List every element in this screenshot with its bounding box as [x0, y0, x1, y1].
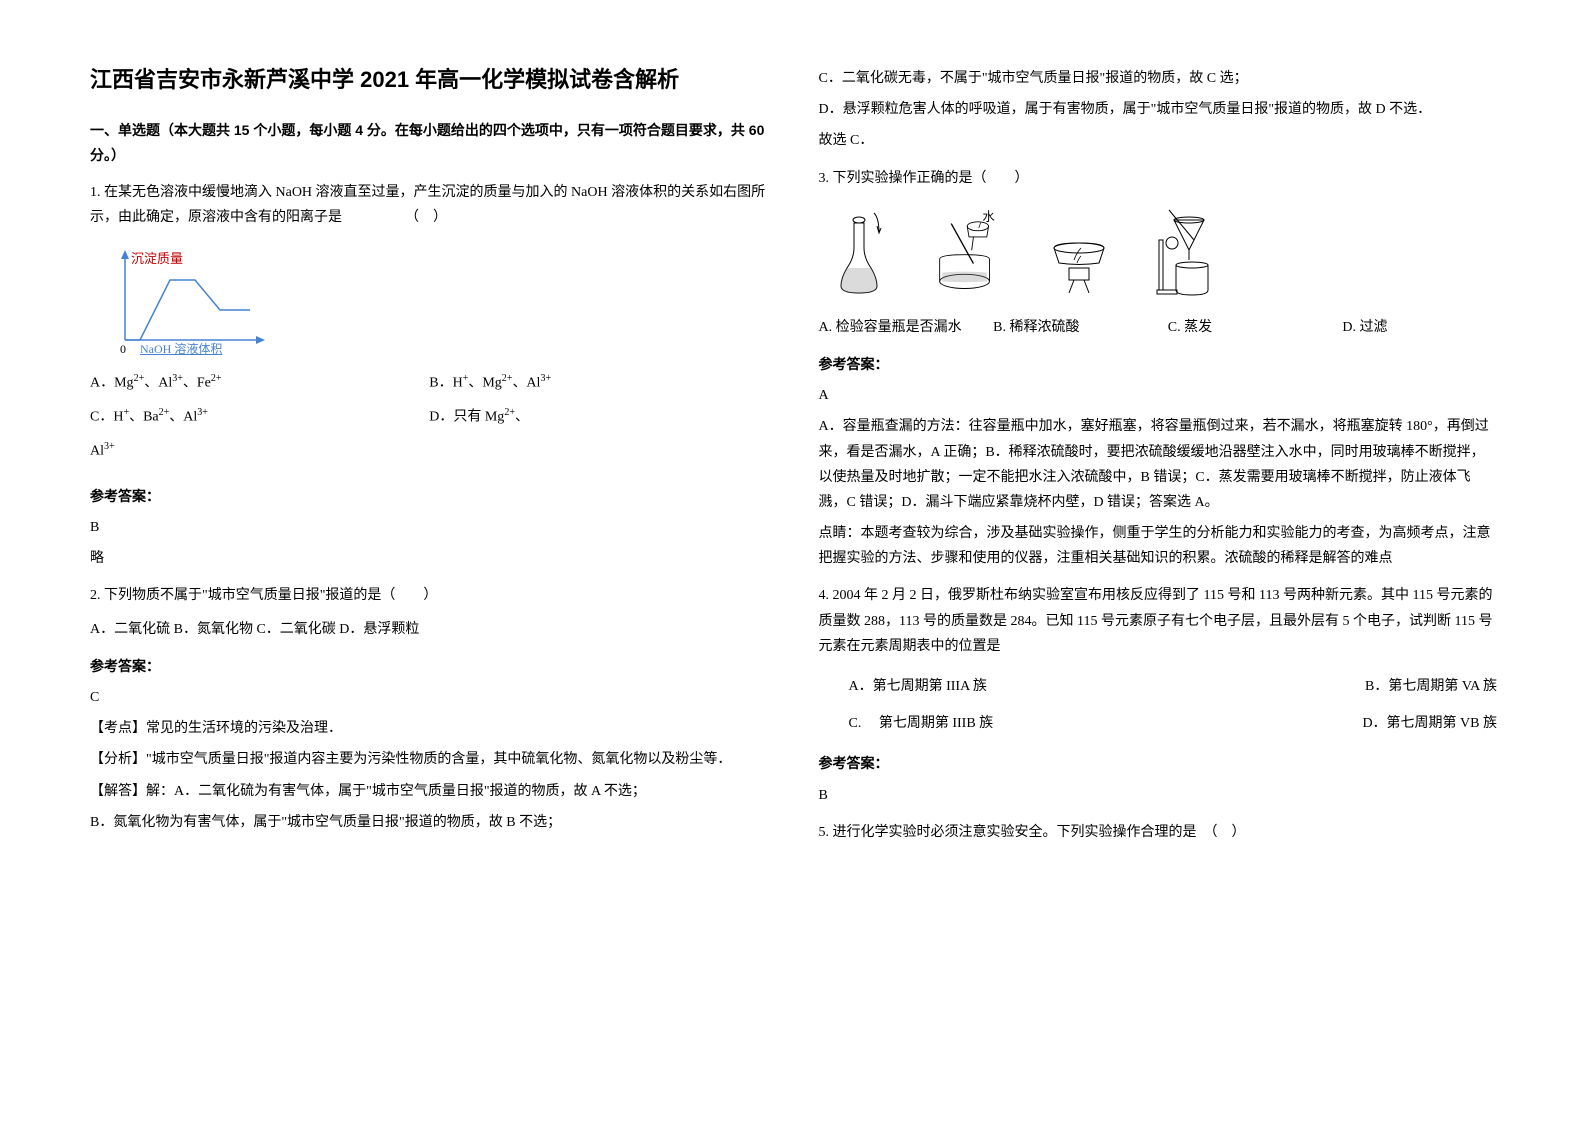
q1-graph: 0 沉淀质量 NaOH 溶液体积 [110, 245, 270, 355]
q2-answer: C [90, 685, 769, 710]
svg-text:0: 0 [120, 342, 126, 355]
q4-text: 4. 2004 年 2 月 2 日，俄罗斯杜布纳实验室宣布用核反应得到了 115… [819, 583, 1498, 659]
q2-options: A．二氧化硫 B．氮氧化物 C．二氧化碳 D．悬浮颗粒 [90, 617, 769, 642]
q1-text: 1. 在某无色溶液中缓慢地滴入 NaOH 溶液直至过量，产生沉淀的质量与加入的 … [90, 180, 769, 230]
exp-img-b: 水 [929, 203, 1009, 303]
q1-graph-container: 0 沉淀质量 NaOH 溶液体积 [110, 245, 769, 355]
q3-opt-c: C. 蒸发 [1168, 315, 1323, 340]
q5-text: 5. 进行化学实验时必须注意实验安全。下列实验操作合理的是 （ ） [819, 820, 1498, 845]
q2-jieda2: B．氮氧化物为有害气体，属于"城市空气质量日报"报道的物质，故 B 不选； [90, 810, 769, 835]
q2-jieda1: 【解答】解：A．二氧化硫为有害气体，属于"城市空气质量日报"报道的物质，故 A … [90, 779, 769, 804]
exp-img-a [819, 203, 899, 303]
q3-expl1: A．容量瓶查漏的方法：往容量瓶中加水，塞好瓶塞，将容量瓶倒过来，若不漏水，将瓶塞… [819, 414, 1498, 515]
q4-answer: B [819, 783, 1498, 808]
y-axis-label: 沉淀质量 [131, 251, 183, 266]
q3-answer: A [819, 383, 1498, 408]
q2-jieda4: D．悬浮颗粒危害人体的呼吸道，属于有害物质，属于"城市空气质量日报"报道的物质，… [819, 97, 1498, 122]
q1-option-b: B．H+、Mg2+、Al3+ [429, 370, 768, 396]
q2-text: 2. 下列物质不属于"城市空气质量日报"报道的是（ ） [90, 583, 769, 608]
q1-answer-label: 参考答案： [90, 484, 769, 509]
right-column: C．二氧化碳无毒，不属于"城市空气质量日报"报道的物质，故 C 选； D．悬浮颗… [819, 60, 1498, 1062]
exp-img-d [1149, 203, 1229, 303]
question-4: 4. 2004 年 2 月 2 日，俄罗斯杜布纳实验室宣布用核反应得到了 115… [819, 583, 1498, 807]
q1-answer: B [90, 515, 769, 540]
q1-brief: 略 [90, 546, 769, 571]
q3-opt-a: A. 检验容量瓶是否漏水 [819, 315, 974, 340]
question-5: 5. 进行化学实验时必须注意实验安全。下列实验操作合理的是 （ ） [819, 820, 1498, 845]
q1-option-c: C．H+、Ba2+、Al3+ [90, 404, 429, 430]
q1-option-d2: Al3+ [90, 438, 769, 464]
question-1: 1. 在某无色溶液中缓慢地滴入 NaOH 溶液直至过量，产生沉淀的质量与加入的 … [90, 180, 769, 571]
q3-opt-b: B. 稀释浓硫酸 [993, 315, 1148, 340]
q4-options: A．第七周期第 IIIA 族 B．第七周期第 VA 族 C. 第七周期第 III… [849, 674, 1498, 736]
q3-expl2: 点睛：本题考查较为综合，涉及基础实验操作，侧重于学生的分析能力和实验能力的考查，… [819, 521, 1498, 571]
q3-text: 3. 下列实验操作正确的是（ ） [819, 166, 1498, 191]
q2-jieda5: 故选 C． [819, 128, 1498, 153]
q4-opt-b: B．第七周期第 VA 族 [1173, 674, 1497, 699]
q2-answer-label: 参考答案： [90, 654, 769, 679]
q4-opt-a: A．第七周期第 IIIA 族 [849, 674, 1173, 699]
section-1-header: 一、单选题（本大题共 15 个小题，每小题 4 分。在每小题给出的四个选项中，只… [90, 118, 769, 168]
q4-opt-c: C. 第七周期第 IIIB 族 [849, 711, 1173, 736]
q3-answer-label: 参考答案： [819, 352, 1498, 377]
q4-answer-label: 参考答案： [819, 751, 1498, 776]
q2-jieda3: C．二氧化碳无毒，不属于"城市空气质量日报"报道的物质，故 C 选； [819, 66, 1498, 91]
q1-option-d: D．只有 Mg2+、 [429, 404, 768, 430]
q1-option-a: A．Mg2+、Al3+、Fe2+ [90, 370, 429, 396]
question-2: 2. 下列物质不属于"城市空气质量日报"报道的是（ ） A．二氧化硫 B．氮氧化… [90, 583, 769, 835]
q3-options: A. 检验容量瓶是否漏水 B. 稀释浓硫酸 C. 蒸发 D. 过滤 [819, 315, 1498, 340]
precipitate-graph: 0 沉淀质量 NaOH 溶液体积 [110, 245, 270, 355]
exp-img-c [1039, 203, 1119, 303]
q4-opt-d: D．第七周期第 VB 族 [1173, 711, 1497, 736]
left-column: 江西省吉安市永新芦溪中学 2021 年高一化学模拟试卷含解析 一、单选题（本大题… [90, 60, 769, 1062]
q1-options: A．Mg2+、Al3+、Fe2+ B．H+、Mg2+、Al3+ C．H+、Ba2… [90, 370, 769, 472]
q2-kaodian: 【考点】常见的生活环境的污染及治理． [90, 716, 769, 741]
q3-images: 水 [819, 203, 1498, 303]
svg-text:水: 水 [982, 210, 995, 224]
question-3: 3. 下列实验操作正确的是（ ） [819, 166, 1498, 572]
x-axis-label: NaOH 溶液体积 [140, 341, 222, 355]
q3-opt-d: D. 过滤 [1342, 315, 1497, 340]
document-title: 江西省吉安市永新芦溪中学 2021 年高一化学模拟试卷含解析 [90, 60, 769, 100]
q2-fenxi: 【分析】"城市空气质量日报"报道内容主要为污染性物质的含量，其中硫氧化物、氮氧化… [90, 747, 769, 772]
